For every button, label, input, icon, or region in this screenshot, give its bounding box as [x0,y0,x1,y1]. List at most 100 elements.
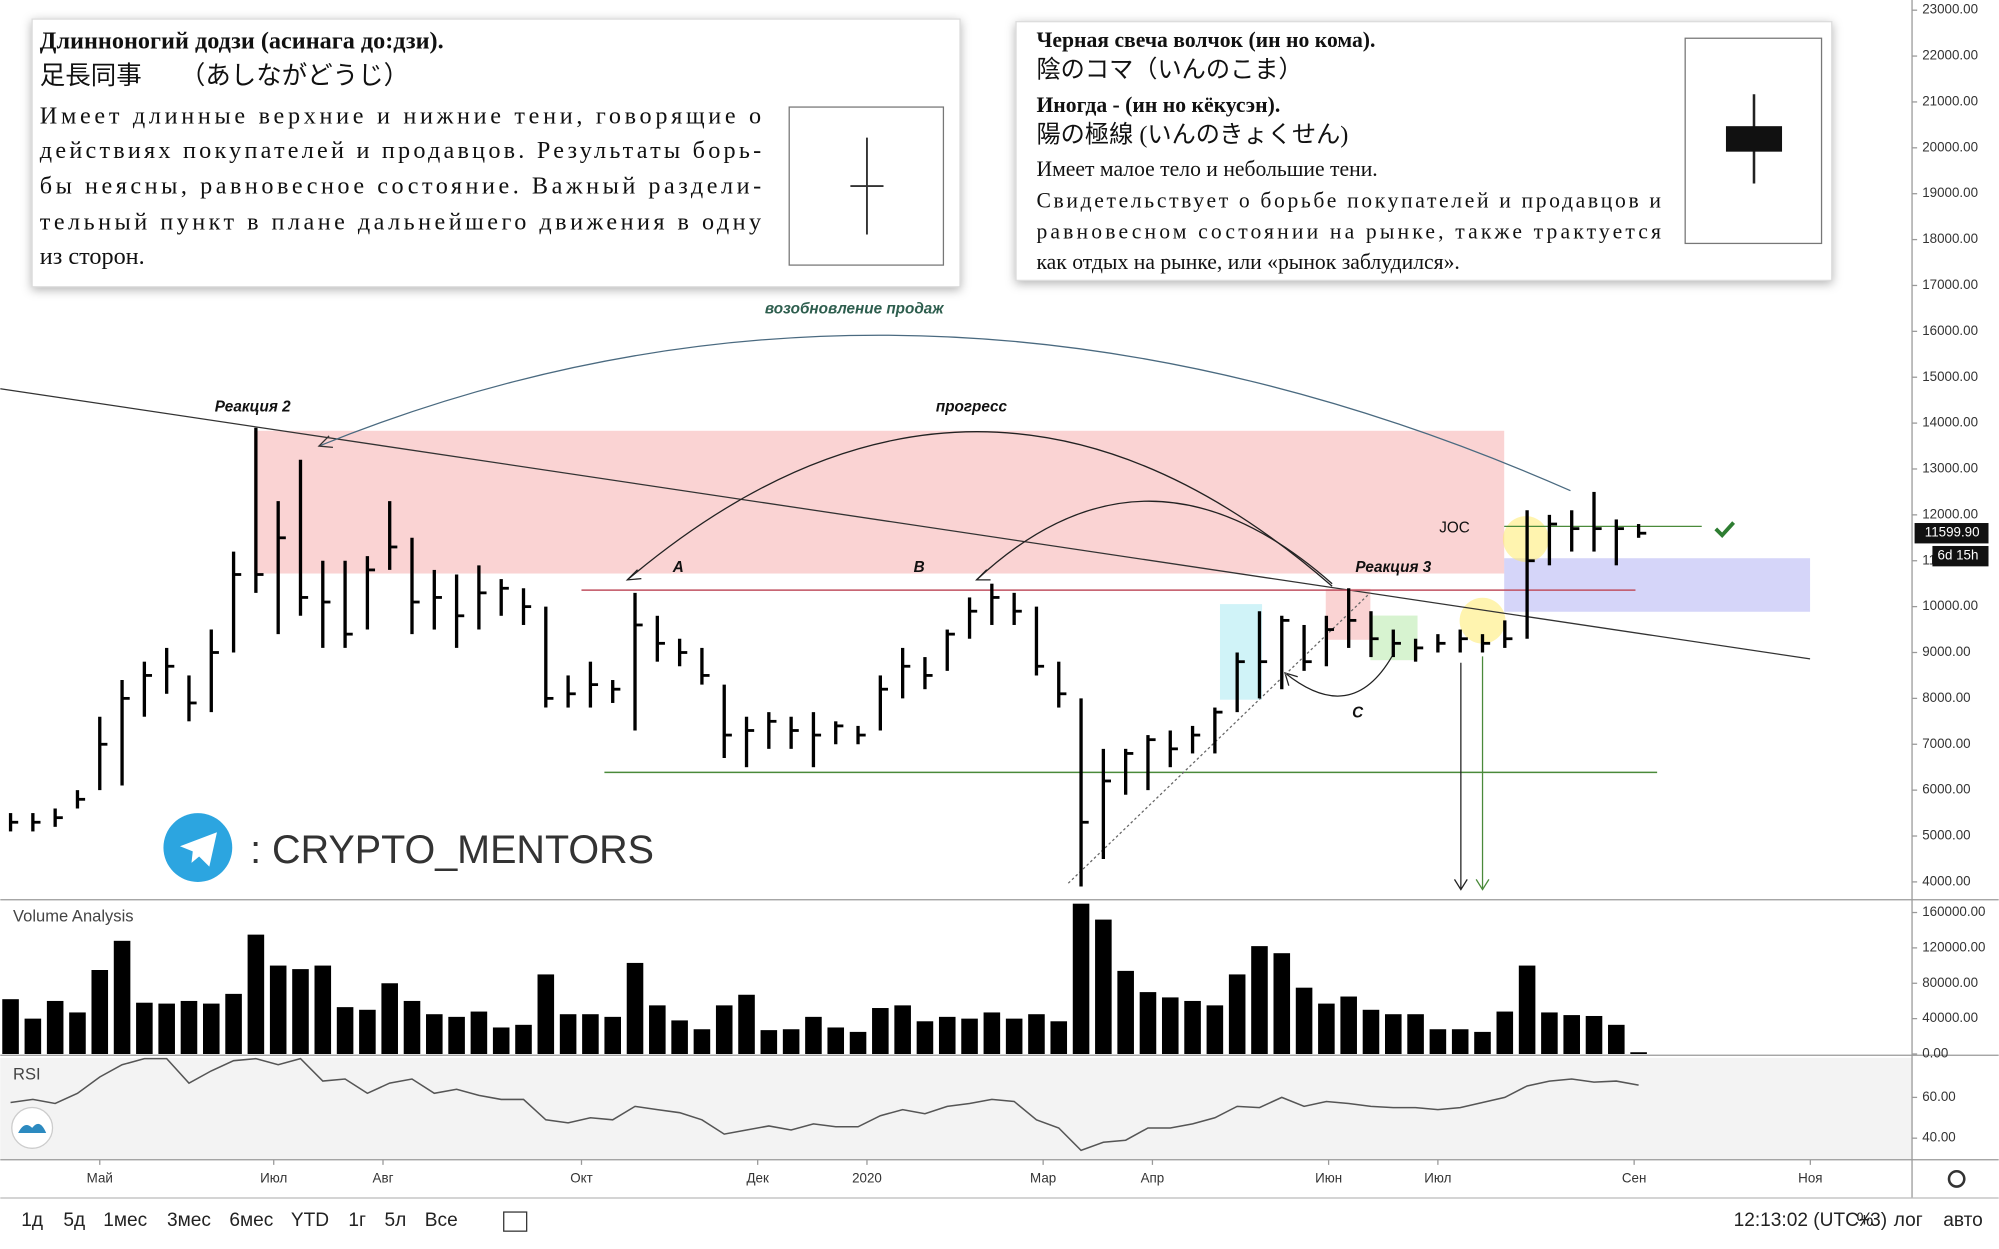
highlight [1459,597,1506,644]
volume-bar [2,999,19,1055]
volume-bar [1228,974,1246,1055]
volume-bar [1608,1024,1625,1055]
range-button[interactable]: 1мес [103,1210,147,1231]
y-tick-label: 16000.00 [1922,323,1978,338]
panel-body: бы неясны, равновесное состояние. Важный… [40,173,761,200]
doji-frame [788,106,945,266]
volume-bar [693,1029,711,1055]
rsi-line [10,1057,1639,1152]
x-tick-label: Мар [1030,1170,1056,1185]
arc [976,500,1333,585]
volume-bar [515,1024,532,1055]
range-button[interactable]: YTD [291,1210,329,1231]
volume-bar [1541,1012,1558,1055]
volume-bar [938,1016,956,1055]
volume-bar [961,1018,978,1055]
volume-bar [492,1027,510,1055]
y-tick-label: 5000.00 [1922,828,1970,843]
y-tick-label: 8000.00 [1922,690,1970,705]
panel-heading: Длинноногий додзи (асинага до:дзи). [40,27,444,54]
panel-heading: Черная свеча волчок (ин но кома). [1036,28,1375,52]
range-button[interactable]: 1г [348,1210,366,1231]
panel-body: действиях покупателей и продавцов. Резул… [40,137,761,164]
volume-bar [247,934,265,1055]
range-button[interactable]: 5д [63,1210,85,1231]
range-button[interactable]: 6мес [229,1210,273,1231]
range-button[interactable]: 3мес [167,1210,211,1231]
clock: 12:13:02 (UTC+3) [1734,1210,1887,1231]
watermark-text: : CRYPTO_MENTORS [250,828,654,872]
panel-heading: 足長同事 （あしながどうじ） [40,61,409,90]
telegram-plane [180,832,217,867]
y-tick-label: 15000.00 [1922,369,1978,384]
arrow-head [1475,879,1490,891]
range-button[interactable]: 5л [385,1210,407,1231]
check-mark [1714,521,1736,539]
volume-bar [426,1014,443,1055]
x-tick-label: Май [87,1170,113,1185]
volume-bar [805,1016,822,1055]
volume-bar [1161,997,1179,1055]
y-tick-label: 9000.00 [1922,644,1970,659]
volume-bar [1206,1005,1224,1055]
volume-bar [1139,992,1157,1055]
arrow-head [975,569,991,581]
y-tick-label: 120000.00 [1922,939,1985,954]
range-button[interactable]: 1д [21,1210,43,1231]
panel-heading: Иногда - (ин но кёкусэн). [1036,93,1280,117]
y-tick-label: 18000.00 [1922,231,1978,246]
volume-bar [1251,946,1268,1055]
volume-bar [225,993,242,1055]
trend-line [0,388,1811,660]
y-tick-label: 21000.00 [1922,93,1978,108]
y-tick-label: 20000.00 [1922,139,1978,154]
annotation: возобновление продаж [765,301,944,318]
pane-title: Volume Analysis [13,906,134,925]
x-tick-label: Июл [260,1170,287,1185]
volume-bar [336,1007,354,1055]
volume-bar [46,1000,64,1055]
x-tick-label: Сен [1622,1170,1646,1185]
dotted-line [1067,592,1371,884]
y-tick-label: 13000.00 [1922,461,1978,476]
panel-body: равновесном состоянии на рынке, также тр… [1036,219,1661,243]
panel-body: Имеет малое тело и небольшие тени. [1036,157,1377,181]
percent-button[interactable]: % [1856,1210,1873,1231]
y-tick-label: 4000.00 [1922,873,1970,888]
volume-bar [1117,970,1134,1055]
y-tick-label: 40.00 [1922,1130,1955,1145]
volume-bar [1295,987,1313,1055]
x-tick-label: Июн [1315,1170,1342,1185]
panel-heading: 陰のコマ（いんのこま） [1036,57,1302,84]
arrow-head [1453,879,1468,891]
panel-body: Свидетельствует о борьбе покупателей и п… [1036,189,1661,213]
volume-bar [1072,903,1090,1055]
volume-bar [849,1031,867,1055]
volume-bar [359,1009,376,1055]
volume-bar [715,1005,733,1055]
watermark: : CRYPTO_MENTORS [163,813,654,882]
volume-bar [403,1000,421,1055]
volume-bar [470,1011,488,1055]
annotation: B [914,559,925,576]
date-range-button[interactable] [503,1211,528,1232]
x-tick-label: Окт [570,1170,593,1185]
log-button[interactable]: лог [1894,1210,1923,1231]
x-tick-label: Авг [373,1170,394,1185]
volume-bar [894,1005,911,1055]
volume-bar [537,974,555,1055]
auto-button[interactable]: авто [1943,1210,1983,1231]
settings-button[interactable] [1947,1169,1966,1188]
volume-bar [24,1018,42,1055]
panel [1015,21,1833,282]
volume-bar [1451,1029,1469,1055]
x-tick-label: Июл [1424,1170,1451,1185]
volume-bar [760,1030,778,1055]
volume-bar [314,965,332,1055]
volume-bar [782,1029,800,1055]
range-button[interactable]: Все [425,1210,458,1231]
annotation: Реакция 3 [1355,559,1431,576]
panel-body: из сторон. [40,243,145,270]
last-price-label: 11599.90 [1925,525,1980,540]
